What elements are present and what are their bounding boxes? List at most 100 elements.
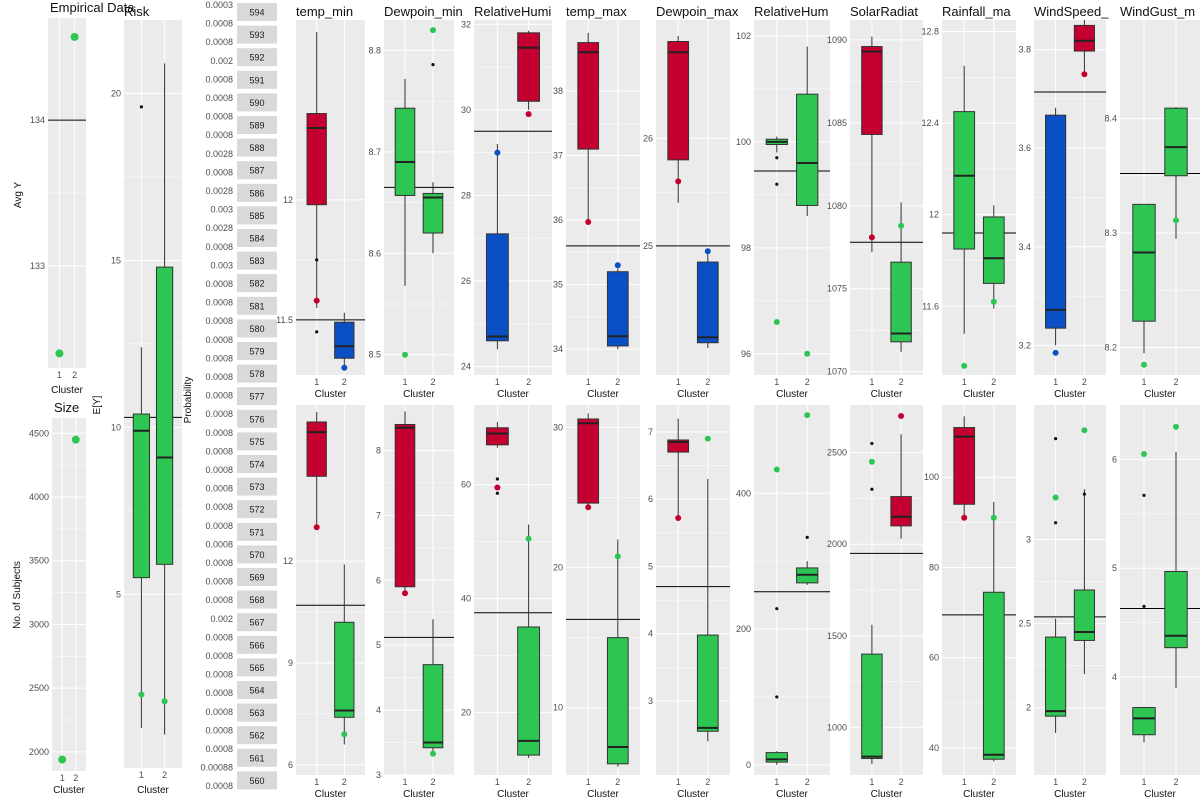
mean-point bbox=[898, 222, 905, 229]
x-axis-label: Cluster bbox=[871, 789, 903, 800]
x-tick-label: 1 bbox=[774, 777, 779, 787]
probability-tick-label: 0.0008 bbox=[205, 744, 233, 754]
panel-background bbox=[384, 20, 454, 375]
y-tick-label: 8 bbox=[376, 445, 381, 455]
facet-strip-label: 576 bbox=[249, 414, 264, 424]
y-tick-label: 9 bbox=[288, 658, 293, 668]
y-tick-label: 8.5 bbox=[368, 350, 381, 360]
mean-point bbox=[585, 504, 592, 511]
panel-title: temp_max bbox=[566, 4, 627, 19]
data-point bbox=[58, 755, 67, 764]
facet-strip-label: 571 bbox=[249, 527, 264, 537]
y-tick-label: 102 bbox=[736, 31, 751, 41]
box-cluster-1 bbox=[861, 46, 883, 135]
y-tick-label: 28 bbox=[461, 190, 471, 200]
y-tick-label: 400 bbox=[736, 488, 751, 498]
y-tick-label: 24 bbox=[461, 361, 471, 371]
box-outlier bbox=[495, 491, 499, 495]
probability-tick-label: 0.0008 bbox=[205, 335, 233, 345]
box-cluster-2 bbox=[1073, 589, 1095, 641]
y-tick-label: 7 bbox=[376, 510, 381, 520]
y-tick-label: 2000 bbox=[29, 747, 49, 757]
box-outlier bbox=[1082, 492, 1086, 496]
probability-tick-label: 0.0008 bbox=[205, 167, 233, 177]
mean-point bbox=[1052, 494, 1059, 501]
y-tick-label: 0 bbox=[746, 760, 751, 770]
x-axis-label: Cluster bbox=[51, 385, 83, 396]
box-cluster-2 bbox=[982, 591, 1005, 760]
panel-background bbox=[296, 20, 365, 375]
y-tick-label: 4 bbox=[376, 705, 381, 715]
y-tick-label: 8.4 bbox=[1104, 113, 1117, 123]
box-cluster-1 bbox=[577, 418, 600, 504]
y-tick-label: 34 bbox=[553, 344, 563, 354]
mean-point bbox=[1052, 349, 1059, 356]
box-cluster-2 bbox=[796, 93, 819, 206]
x-tick-label: 1 bbox=[962, 377, 967, 387]
y-tick-label: 100 bbox=[736, 137, 751, 147]
y-tick-label: 20 bbox=[553, 563, 563, 573]
box-cluster-2 bbox=[982, 216, 1005, 284]
x-tick-label: 2 bbox=[73, 773, 78, 783]
x-tick-label: 1 bbox=[314, 377, 319, 387]
x-axis-label: Cluster bbox=[315, 789, 347, 800]
mean-point bbox=[525, 111, 532, 118]
mean-point bbox=[430, 750, 436, 757]
x-tick-label: 2 bbox=[1173, 377, 1178, 387]
box-cluster-1 bbox=[953, 427, 976, 505]
x-axis-label: Cluster bbox=[315, 389, 347, 400]
x-tick-label: 2 bbox=[805, 377, 810, 387]
x-axis-label: Cluster bbox=[1144, 389, 1176, 400]
y-tick-label: 3 bbox=[376, 770, 381, 780]
box-cluster-2 bbox=[890, 496, 912, 527]
y-tick-label: 6 bbox=[1112, 454, 1117, 464]
box-cluster-1 bbox=[667, 439, 690, 453]
probability-tick-label: 0.0008 bbox=[205, 577, 233, 587]
panel-background bbox=[474, 405, 552, 775]
data-point bbox=[71, 435, 80, 444]
x-axis-label: Cluster bbox=[403, 789, 435, 800]
box-cluster-1 bbox=[394, 107, 416, 196]
box-outlier bbox=[870, 487, 874, 491]
mean-point bbox=[430, 27, 436, 34]
y-tick-label: 20 bbox=[111, 88, 121, 98]
probability-tick-label: 0.0008 bbox=[205, 130, 233, 140]
x-axis-label: Cluster bbox=[677, 789, 709, 800]
box-outlier bbox=[775, 607, 779, 611]
mean-point bbox=[773, 319, 780, 326]
x-axis-label: Cluster bbox=[776, 789, 808, 800]
panel-title: WindGust_m bbox=[1120, 4, 1195, 19]
x-axis-label: Cluster bbox=[1054, 789, 1086, 800]
box-outlier bbox=[805, 535, 809, 539]
facet-strip-label: 563 bbox=[249, 708, 264, 718]
x-tick-label: 2 bbox=[805, 777, 810, 787]
y-tick-label: 11.5 bbox=[276, 315, 293, 325]
y-tick-label: 5 bbox=[648, 561, 653, 571]
x-axis-label: Cluster bbox=[963, 389, 995, 400]
y-tick-label: 1500 bbox=[827, 631, 847, 641]
facet-strip bbox=[237, 455, 277, 473]
probability-tick-label: 0.0008 bbox=[205, 279, 233, 289]
mean-point bbox=[675, 178, 682, 185]
y-tick-label: 12 bbox=[929, 210, 939, 220]
box-cluster-1 bbox=[765, 752, 788, 763]
facet-strip bbox=[237, 251, 277, 270]
y-tick-label: 2500 bbox=[29, 683, 49, 693]
facet-strip-label: 568 bbox=[249, 595, 264, 605]
x-tick-label: 1 bbox=[962, 777, 967, 787]
facet-strip bbox=[237, 545, 277, 564]
probability-tick-label: 0.0028 bbox=[205, 149, 233, 159]
mean-point bbox=[494, 149, 501, 156]
box-cluster-1 bbox=[1045, 114, 1067, 329]
probability-tick-label: 0.0008 bbox=[205, 781, 233, 791]
y-tick-label: 4000 bbox=[29, 492, 49, 502]
probability-tick-label: 0.0008 bbox=[205, 242, 233, 252]
mean-point bbox=[161, 698, 168, 705]
box-cluster-1 bbox=[394, 423, 416, 588]
y-tick-label: 5 bbox=[116, 589, 121, 599]
facet-strip bbox=[237, 590, 277, 609]
x-axis-label: Cluster bbox=[776, 389, 808, 400]
facet-strip bbox=[237, 70, 277, 89]
facet-strip-label: 561 bbox=[249, 753, 264, 763]
facet-strip bbox=[237, 771, 277, 790]
